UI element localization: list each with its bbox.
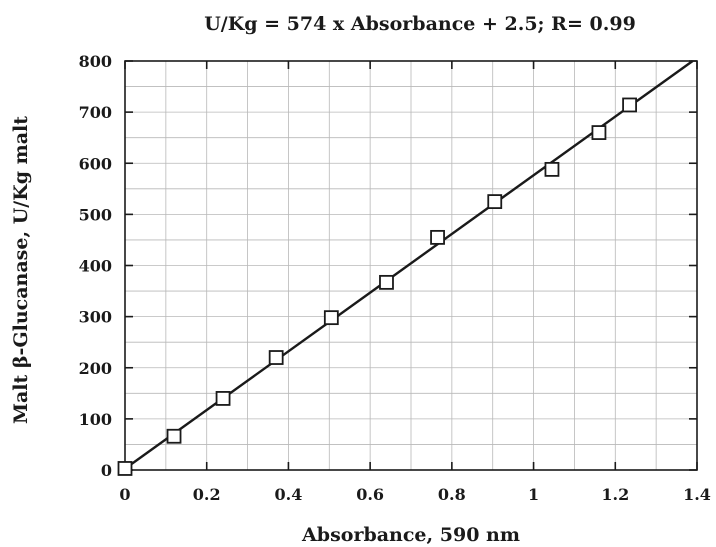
x-tick-label: 0.8 — [438, 485, 466, 504]
data-points — [117, 97, 637, 476]
y-tick-label: 600 — [79, 154, 112, 173]
data-point — [117, 461, 133, 476]
y-tick-label: 200 — [79, 359, 112, 378]
data-point — [487, 194, 503, 209]
fit-line-layer — [124, 60, 694, 470]
y-tick-label: 500 — [79, 205, 112, 224]
x-tick-label: 0.6 — [356, 485, 384, 504]
x-tick-label: 0.2 — [193, 485, 221, 504]
y-tick-label: 0 — [101, 461, 112, 480]
x-tick-label: 1.2 — [601, 485, 629, 504]
y-tick-label: 700 — [79, 103, 112, 122]
grid-lines — [125, 61, 697, 470]
x-tick-label: 1.4 — [683, 485, 711, 504]
data-point — [430, 229, 445, 245]
y-tick-label: 800 — [79, 52, 112, 71]
data-point — [323, 310, 339, 326]
fit-line — [124, 60, 694, 470]
data-point — [379, 274, 394, 290]
axis-ticks: 0 0.2 0.4 0.6 0.8 1 1.2 1.4 0 100 200 300 400 500 600 7… — [79, 52, 711, 504]
x-axis-label: Absorbance, 590 nm — [301, 524, 520, 546]
data-point — [215, 391, 231, 406]
y-tick-label: 400 — [79, 257, 112, 276]
y-tick-label: 300 — [79, 308, 112, 327]
data-point — [544, 161, 560, 177]
x-tick-label: 0.4 — [275, 485, 303, 504]
data-point — [268, 350, 284, 365]
x-tick-label: 0 — [119, 485, 130, 504]
y-tick-label: 100 — [79, 410, 112, 429]
y-axis-label: Malt β-Glucanase, U/Kg malt — [10, 116, 32, 424]
chart-title: U/Kg = 574 x Absorbance + 2.5; R= 0.99 — [204, 13, 636, 35]
data-point — [622, 97, 637, 113]
x-tick-label: 1 — [528, 485, 539, 504]
data-point — [166, 428, 182, 444]
data-point — [591, 125, 607, 140]
